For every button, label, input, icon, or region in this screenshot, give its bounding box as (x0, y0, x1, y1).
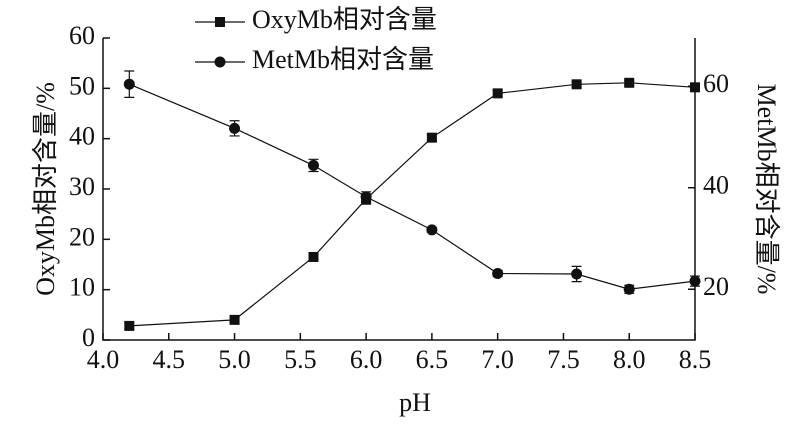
y2-tick-label: 20 (703, 272, 729, 301)
y-tick-label: 20 (69, 222, 95, 251)
y-tick-label: 0 (82, 323, 95, 352)
legend-label: OxyMb相对含量 (252, 5, 437, 34)
x-tick-label: 6.0 (350, 345, 383, 374)
legend-marker (214, 56, 226, 68)
marker (426, 132, 437, 143)
y2-tick-label: 60 (703, 69, 729, 98)
x-tick-label: 7.0 (481, 345, 514, 374)
y-tick-label: 30 (69, 172, 95, 201)
line (129, 83, 696, 290)
marker (492, 88, 503, 99)
x-tick-label: 7.5 (547, 345, 580, 374)
marker (307, 159, 319, 171)
marker (426, 224, 438, 236)
y2-axis-label: MetMb相对含量/% (752, 84, 781, 295)
marker (689, 275, 701, 287)
marker (360, 191, 372, 203)
y-axis-label: OxyMb相对含量/% (31, 82, 60, 296)
x-tick-label: 6.5 (416, 345, 449, 374)
marker (571, 79, 582, 90)
marker (624, 77, 635, 88)
marker (308, 251, 319, 262)
marker (123, 78, 135, 90)
x-axis-label: pH (399, 388, 431, 417)
marker (492, 268, 504, 280)
x-tick-label: 4.5 (153, 345, 186, 374)
y-tick-label: 10 (69, 273, 95, 302)
x-tick-label: 4.0 (87, 345, 120, 374)
marker (229, 122, 241, 134)
marker (690, 82, 700, 93)
y-tick-label: 40 (69, 122, 95, 151)
y-tick-label: 50 (69, 71, 95, 100)
y2-tick-label: 40 (703, 171, 729, 200)
y-tick-label: 60 (69, 21, 95, 50)
marker (571, 268, 583, 280)
legend-label: MetMb相对含量 (252, 45, 434, 74)
marker (124, 320, 135, 331)
x-tick-label: 5.0 (218, 345, 251, 374)
x-tick-label: 5.5 (284, 345, 317, 374)
legend-marker (215, 17, 225, 27)
marker (623, 283, 635, 295)
x-tick-label: 8.5 (679, 345, 712, 374)
x-tick-label: 8.0 (613, 345, 646, 374)
marker (229, 314, 240, 325)
